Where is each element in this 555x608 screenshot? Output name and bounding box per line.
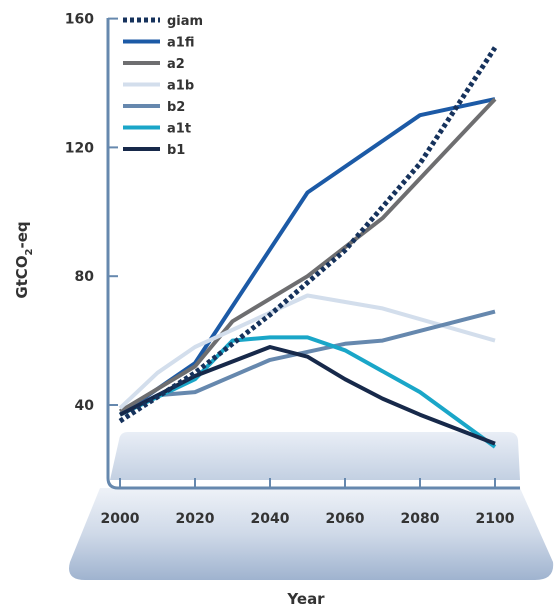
x-tick-label: 2040 <box>251 511 290 527</box>
series-line-giam <box>118 46 498 424</box>
series-layer <box>118 46 498 449</box>
x-axis-title: Year <box>286 590 325 608</box>
y-tick-label: 40 <box>75 398 95 414</box>
legend: giam a1fi a2 a1b b2 a1t b1 <box>123 14 203 158</box>
legend-label-a2: a2 <box>167 57 185 72</box>
series-line-b1 <box>119 345 496 446</box>
y-tick-label: 120 <box>65 140 94 156</box>
legend-label-a1t: a1t <box>167 122 191 137</box>
y-axis-title: GtCO2-eq <box>13 221 35 298</box>
legend-label-b1: b1 <box>167 143 185 158</box>
x-tick-label: 2100 <box>476 511 515 527</box>
x-tick-label: 2080 <box>401 511 440 527</box>
legend-label-a1b: a1b <box>167 79 194 94</box>
series-line-a2 <box>118 97 497 414</box>
chart-floor-panel <box>110 432 520 480</box>
chart-floor <box>69 488 554 580</box>
y-tick-label: 80 <box>75 269 95 285</box>
series-line-b2 <box>119 309 496 417</box>
x-tick-label: 2060 <box>326 511 365 527</box>
legend-label-a1fi: a1fi <box>167 36 194 51</box>
y-ticks: 40 80 120 160 <box>65 12 118 414</box>
legend-label-b2: b2 <box>167 100 185 115</box>
series-line-a1b <box>118 293 496 410</box>
legend-label-giam: giam <box>167 14 203 29</box>
y-axis <box>106 18 520 490</box>
x-tick-label: 2020 <box>176 511 215 527</box>
x-tick-label: 2000 <box>101 511 140 527</box>
y-tick-label: 160 <box>65 12 94 28</box>
x-ticks: 2000 2020 2040 2060 2080 2100 <box>101 478 515 527</box>
